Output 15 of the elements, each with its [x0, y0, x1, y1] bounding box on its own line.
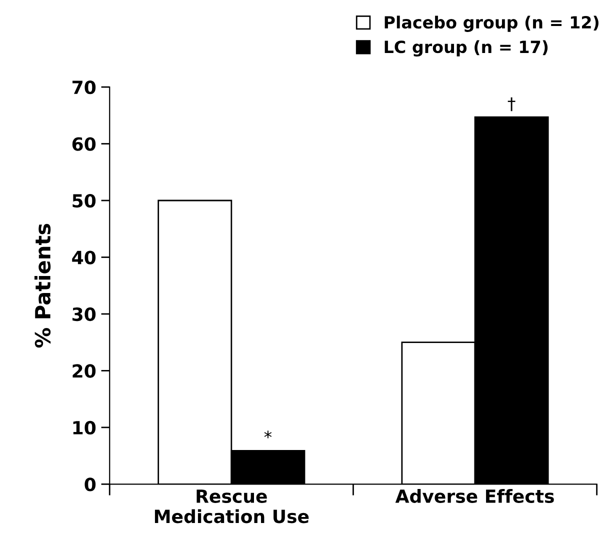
annotation: † [508, 97, 516, 112]
y-tick-label: 60 [72, 137, 96, 151]
annotation: * [264, 430, 272, 438]
y-tick-label: 70 [72, 80, 96, 94]
y-tick-label: 10 [73, 420, 96, 435]
x-tick-label: Adverse Effects [395, 489, 554, 503]
y-tick-label: 50 [72, 194, 96, 208]
y-axis-title: % Patients [34, 224, 51, 348]
y-tick-label: 0 [84, 478, 96, 492]
legend-label: LC group (n = 17) [384, 40, 548, 57]
y-tick-label: 40 [72, 250, 96, 264]
x-tick-label: Rescue Medication Use [154, 490, 309, 524]
y-tick-label: 30 [72, 307, 96, 322]
legend-label: Placebo group (n = 12) [384, 16, 598, 32]
y-tick-label: 20 [72, 364, 96, 378]
